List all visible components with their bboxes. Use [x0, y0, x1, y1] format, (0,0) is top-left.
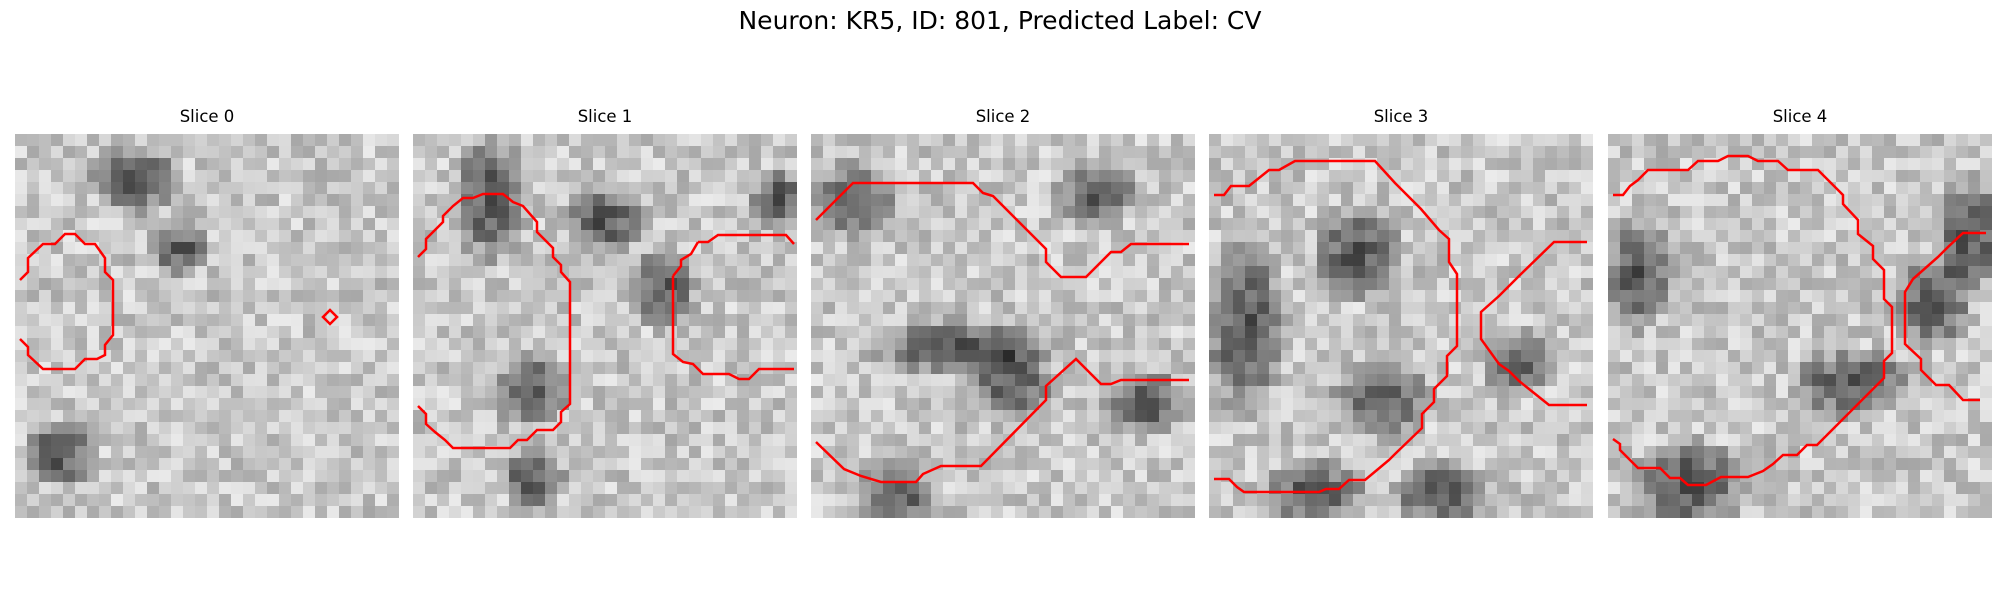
slice-image-2	[811, 134, 1195, 518]
slice-image-1	[413, 134, 797, 518]
slice-image-0	[15, 134, 399, 518]
slice-panel-2: Slice 2	[811, 134, 1195, 518]
slice-title-2: Slice 2	[811, 107, 1195, 126]
slice-panel-0: Slice 0	[15, 134, 399, 518]
slice-panel-3: Slice 3	[1209, 134, 1593, 518]
figure-title: Neuron: KR5, ID: 801, Predicted Label: C…	[0, 6, 2000, 35]
slice-image-4	[1608, 134, 1992, 518]
slice-title-1: Slice 1	[413, 107, 797, 126]
slice-title-0: Slice 0	[15, 107, 399, 126]
slice-image-3	[1209, 134, 1593, 518]
slice-title-4: Slice 4	[1608, 107, 1992, 126]
slice-panel-1: Slice 1	[413, 134, 797, 518]
slice-title-3: Slice 3	[1209, 107, 1593, 126]
slice-panel-4: Slice 4	[1608, 134, 1992, 518]
